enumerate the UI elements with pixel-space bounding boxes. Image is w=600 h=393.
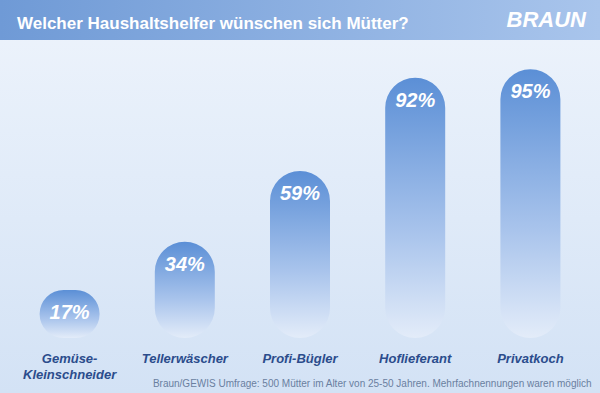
- svg-text:17%: 17%: [50, 301, 90, 323]
- svg-text:Kleinschneider: Kleinschneider: [23, 367, 117, 382]
- svg-text:34%: 34%: [165, 253, 205, 275]
- svg-text:92%: 92%: [395, 89, 435, 111]
- svg-text:Tellerwäscher: Tellerwäscher: [142, 351, 229, 366]
- svg-text:Gemüse-: Gemüse-: [42, 351, 98, 366]
- svg-text:Hoflieferant: Hoflieferant: [379, 351, 452, 366]
- svg-text:95%: 95%: [510, 80, 550, 102]
- svg-text:Braun/GEWIS Umfrage: 500 Mütte: Braun/GEWIS Umfrage: 500 Mütter im Alter…: [153, 378, 592, 389]
- svg-text:Profi-Bügler: Profi-Bügler: [262, 351, 338, 366]
- svg-text:BRAUN: BRAUN: [507, 7, 588, 32]
- svg-text:Privatkoch: Privatkoch: [497, 351, 564, 366]
- svg-text:Welcher Haushaltshelfer wünsch: Welcher Haushaltshelfer wünschen sich Mü…: [17, 14, 409, 33]
- svg-text:59%: 59%: [280, 182, 320, 204]
